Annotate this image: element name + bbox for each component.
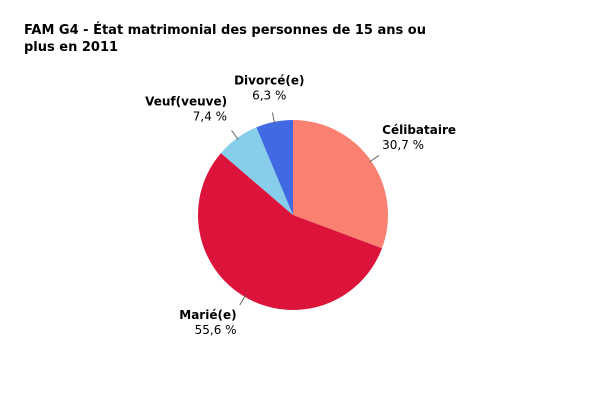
slice-label: Marié(e) [179,308,236,322]
slice-value-label: 7,4 % [193,109,227,123]
pie-slice [220,127,293,215]
slice-label: Divorcé(e) [234,74,304,88]
leader-line [231,130,239,141]
slice-label: Célibataire [382,123,456,137]
leader-line [271,112,276,124]
pie-slice [198,153,382,310]
chart-title: FAM G4 - État matrimonial des personnes … [24,23,426,55]
pie-slice [293,120,388,249]
leader-line [239,294,247,306]
pie-slice [256,120,293,215]
slice-value-label: 6,3 % [252,89,286,103]
leader-line [369,155,380,163]
slice-value-label: 55,6 % [195,323,237,337]
slice-label: Veuf(veuve) [145,94,227,108]
slice-value-label: 30,7 % [382,138,424,152]
